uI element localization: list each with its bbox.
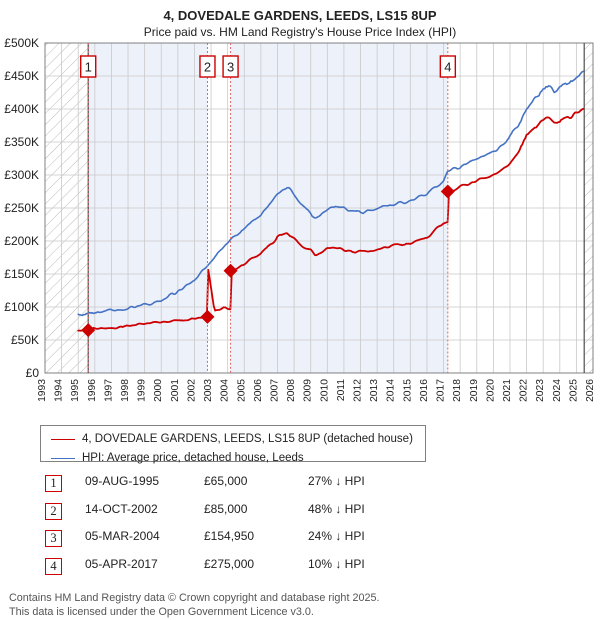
svg-text:£300K: £300K <box>4 168 39 182</box>
svg-text:2026: 2026 <box>585 379 596 402</box>
svg-text:2013: 2013 <box>369 379 380 402</box>
svg-text:1998: 1998 <box>120 379 131 402</box>
svg-text:4: 4 <box>444 60 451 75</box>
svg-text:2006: 2006 <box>253 379 264 402</box>
svg-text:2024: 2024 <box>552 379 563 402</box>
svg-text:£450K: £450K <box>4 69 39 83</box>
svg-text:2010: 2010 <box>319 379 330 402</box>
svg-text:2002: 2002 <box>186 379 197 402</box>
svg-text:£150K: £150K <box>4 267 39 281</box>
svg-text:£0: £0 <box>26 366 40 380</box>
svg-text:2005: 2005 <box>236 379 247 402</box>
svg-text:1996: 1996 <box>87 379 98 402</box>
svg-text:£100K: £100K <box>4 300 39 314</box>
svg-text:£50K: £50K <box>11 333 39 347</box>
svg-text:£400K: £400K <box>4 102 39 116</box>
svg-text:2011: 2011 <box>336 379 347 401</box>
svg-text:£200K: £200K <box>4 234 39 248</box>
svg-text:3: 3 <box>227 60 234 75</box>
svg-text:2007: 2007 <box>269 379 280 402</box>
svg-text:1994: 1994 <box>54 379 65 402</box>
svg-text:2009: 2009 <box>303 379 314 402</box>
svg-text:2021: 2021 <box>502 379 513 402</box>
svg-text:£500K: £500K <box>4 36 39 50</box>
svg-text:2008: 2008 <box>286 379 297 402</box>
svg-text:1997: 1997 <box>103 379 114 402</box>
svg-text:£250K: £250K <box>4 201 39 215</box>
svg-text:2000: 2000 <box>153 379 164 402</box>
svg-text:2001: 2001 <box>170 379 181 402</box>
svg-text:1999: 1999 <box>137 379 148 402</box>
svg-text:2023: 2023 <box>535 379 546 402</box>
svg-text:2004: 2004 <box>220 379 231 402</box>
svg-text:2016: 2016 <box>419 379 430 402</box>
svg-text:2018: 2018 <box>452 379 463 402</box>
svg-text:2012: 2012 <box>353 379 364 402</box>
svg-text:£350K: £350K <box>4 135 39 149</box>
svg-text:2020: 2020 <box>485 379 496 402</box>
svg-text:1993: 1993 <box>37 379 48 402</box>
svg-text:2015: 2015 <box>402 379 413 402</box>
svg-text:2025: 2025 <box>568 379 579 402</box>
svg-text:2019: 2019 <box>469 379 480 402</box>
svg-text:2: 2 <box>204 60 211 75</box>
svg-text:2014: 2014 <box>386 379 397 402</box>
svg-text:1995: 1995 <box>70 379 81 402</box>
svg-text:2022: 2022 <box>519 379 530 402</box>
svg-text:2017: 2017 <box>436 379 447 402</box>
svg-text:1: 1 <box>85 60 92 75</box>
svg-text:2003: 2003 <box>203 379 214 402</box>
